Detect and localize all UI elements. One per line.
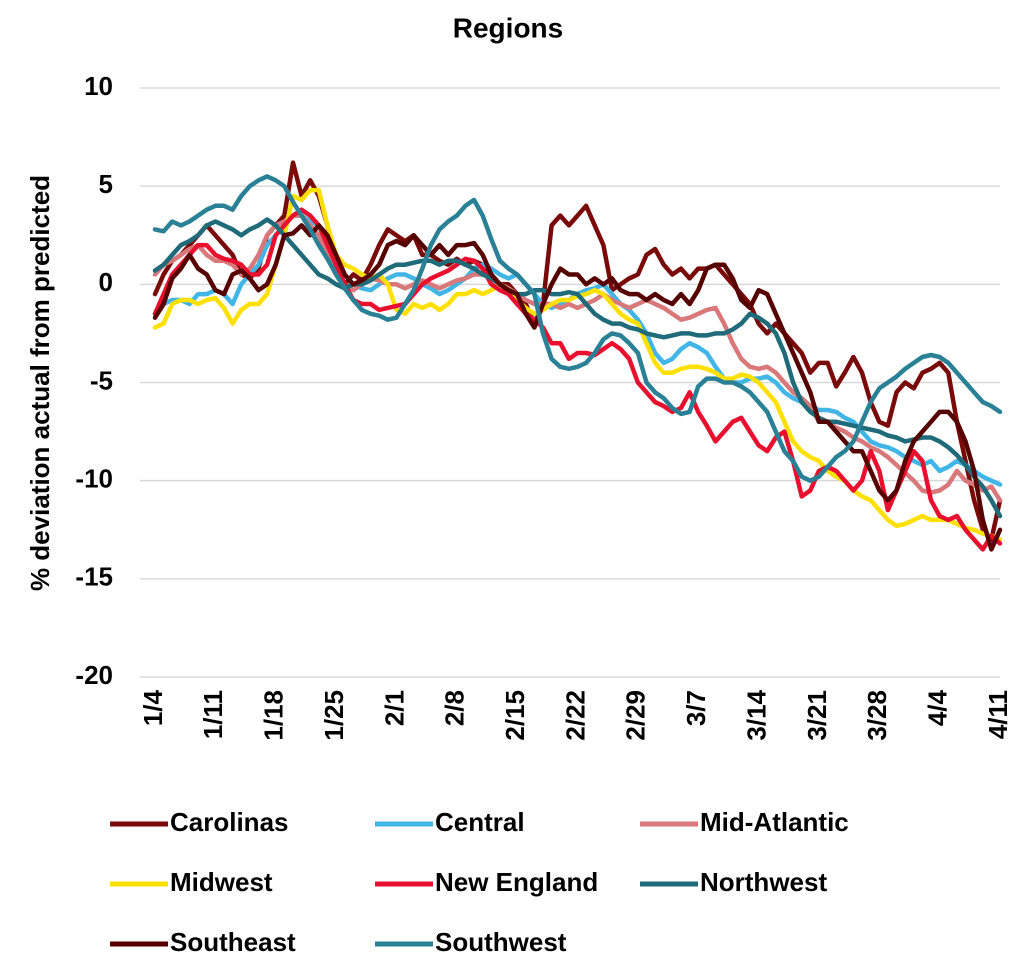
x-tick-label: 1/25 (319, 690, 349, 741)
legend-label: New England (435, 867, 598, 897)
legend-label: Southeast (170, 927, 296, 957)
x-tick-label: 3/21 (802, 690, 832, 741)
legend-label: Northwest (700, 867, 827, 897)
series-line (152, 160, 1003, 542)
x-tick-label: 3/14 (741, 689, 771, 740)
y-tick-label: 0 (99, 267, 113, 297)
legend-label: Southwest (435, 927, 567, 957)
x-tick-label: 2/29 (621, 690, 651, 741)
legend-label: Central (435, 807, 525, 837)
y-tick-label: 5 (99, 169, 113, 199)
legend-label: Carolinas (170, 807, 289, 837)
y-tick-label: -5 (90, 365, 113, 395)
y-tick-label: -10 (75, 464, 113, 494)
legend-label: Mid-Atlantic (700, 807, 849, 837)
x-tick-label: 3/28 (862, 690, 892, 741)
y-tick-label: 10 (84, 71, 113, 101)
y-tick-label: -15 (75, 562, 113, 592)
x-tick-label: 1/4 (138, 689, 168, 726)
x-tick-label: 2/1 (379, 690, 409, 726)
y-tick-label: -20 (75, 660, 113, 690)
x-tick-label: 4/4 (923, 689, 953, 726)
x-tick-label: 1/11 (198, 690, 228, 739)
series-line (152, 207, 1003, 552)
x-tick-label: 2/8 (440, 690, 470, 726)
y-axis-label: % deviation actual from predicted (25, 175, 55, 591)
x-tick-label: 2/15 (500, 690, 530, 741)
x-tick-label: 2/22 (560, 690, 590, 741)
x-tick-label: 3/7 (681, 690, 711, 726)
series-line (152, 223, 1003, 552)
chart-title: Regions (453, 12, 563, 43)
series-line (152, 213, 1003, 487)
series-line (152, 174, 1003, 483)
x-tick-label: 4/11 (983, 690, 1013, 739)
x-tick-label: 1/18 (259, 690, 289, 741)
legend-label: Midwest (170, 867, 273, 897)
